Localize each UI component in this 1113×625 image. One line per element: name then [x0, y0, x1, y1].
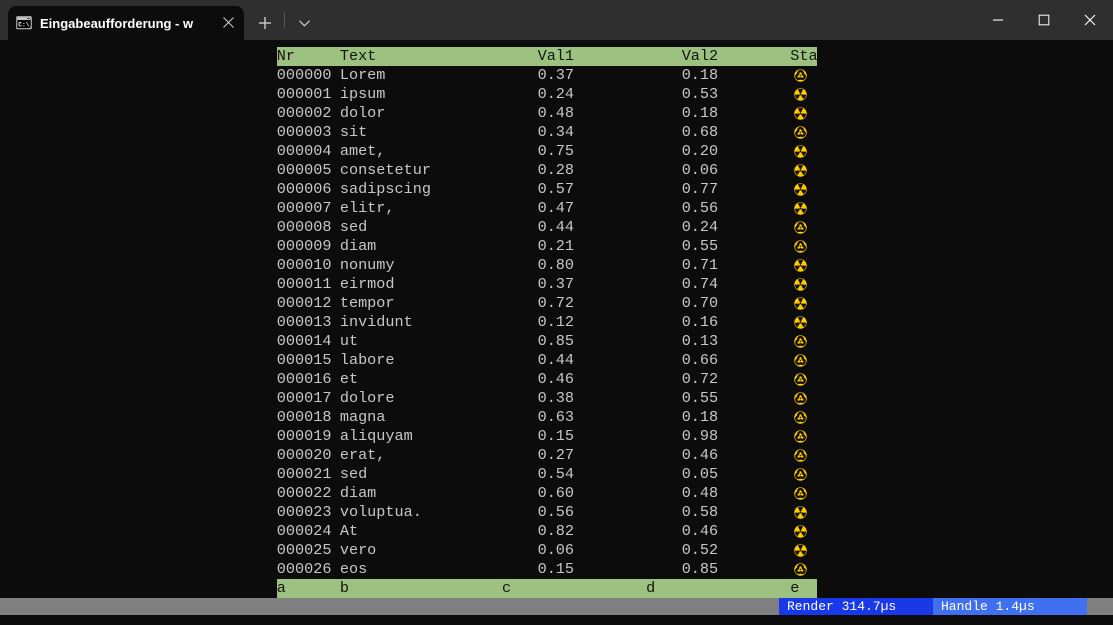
- svg-text:C:\_: C:\_: [18, 22, 32, 29]
